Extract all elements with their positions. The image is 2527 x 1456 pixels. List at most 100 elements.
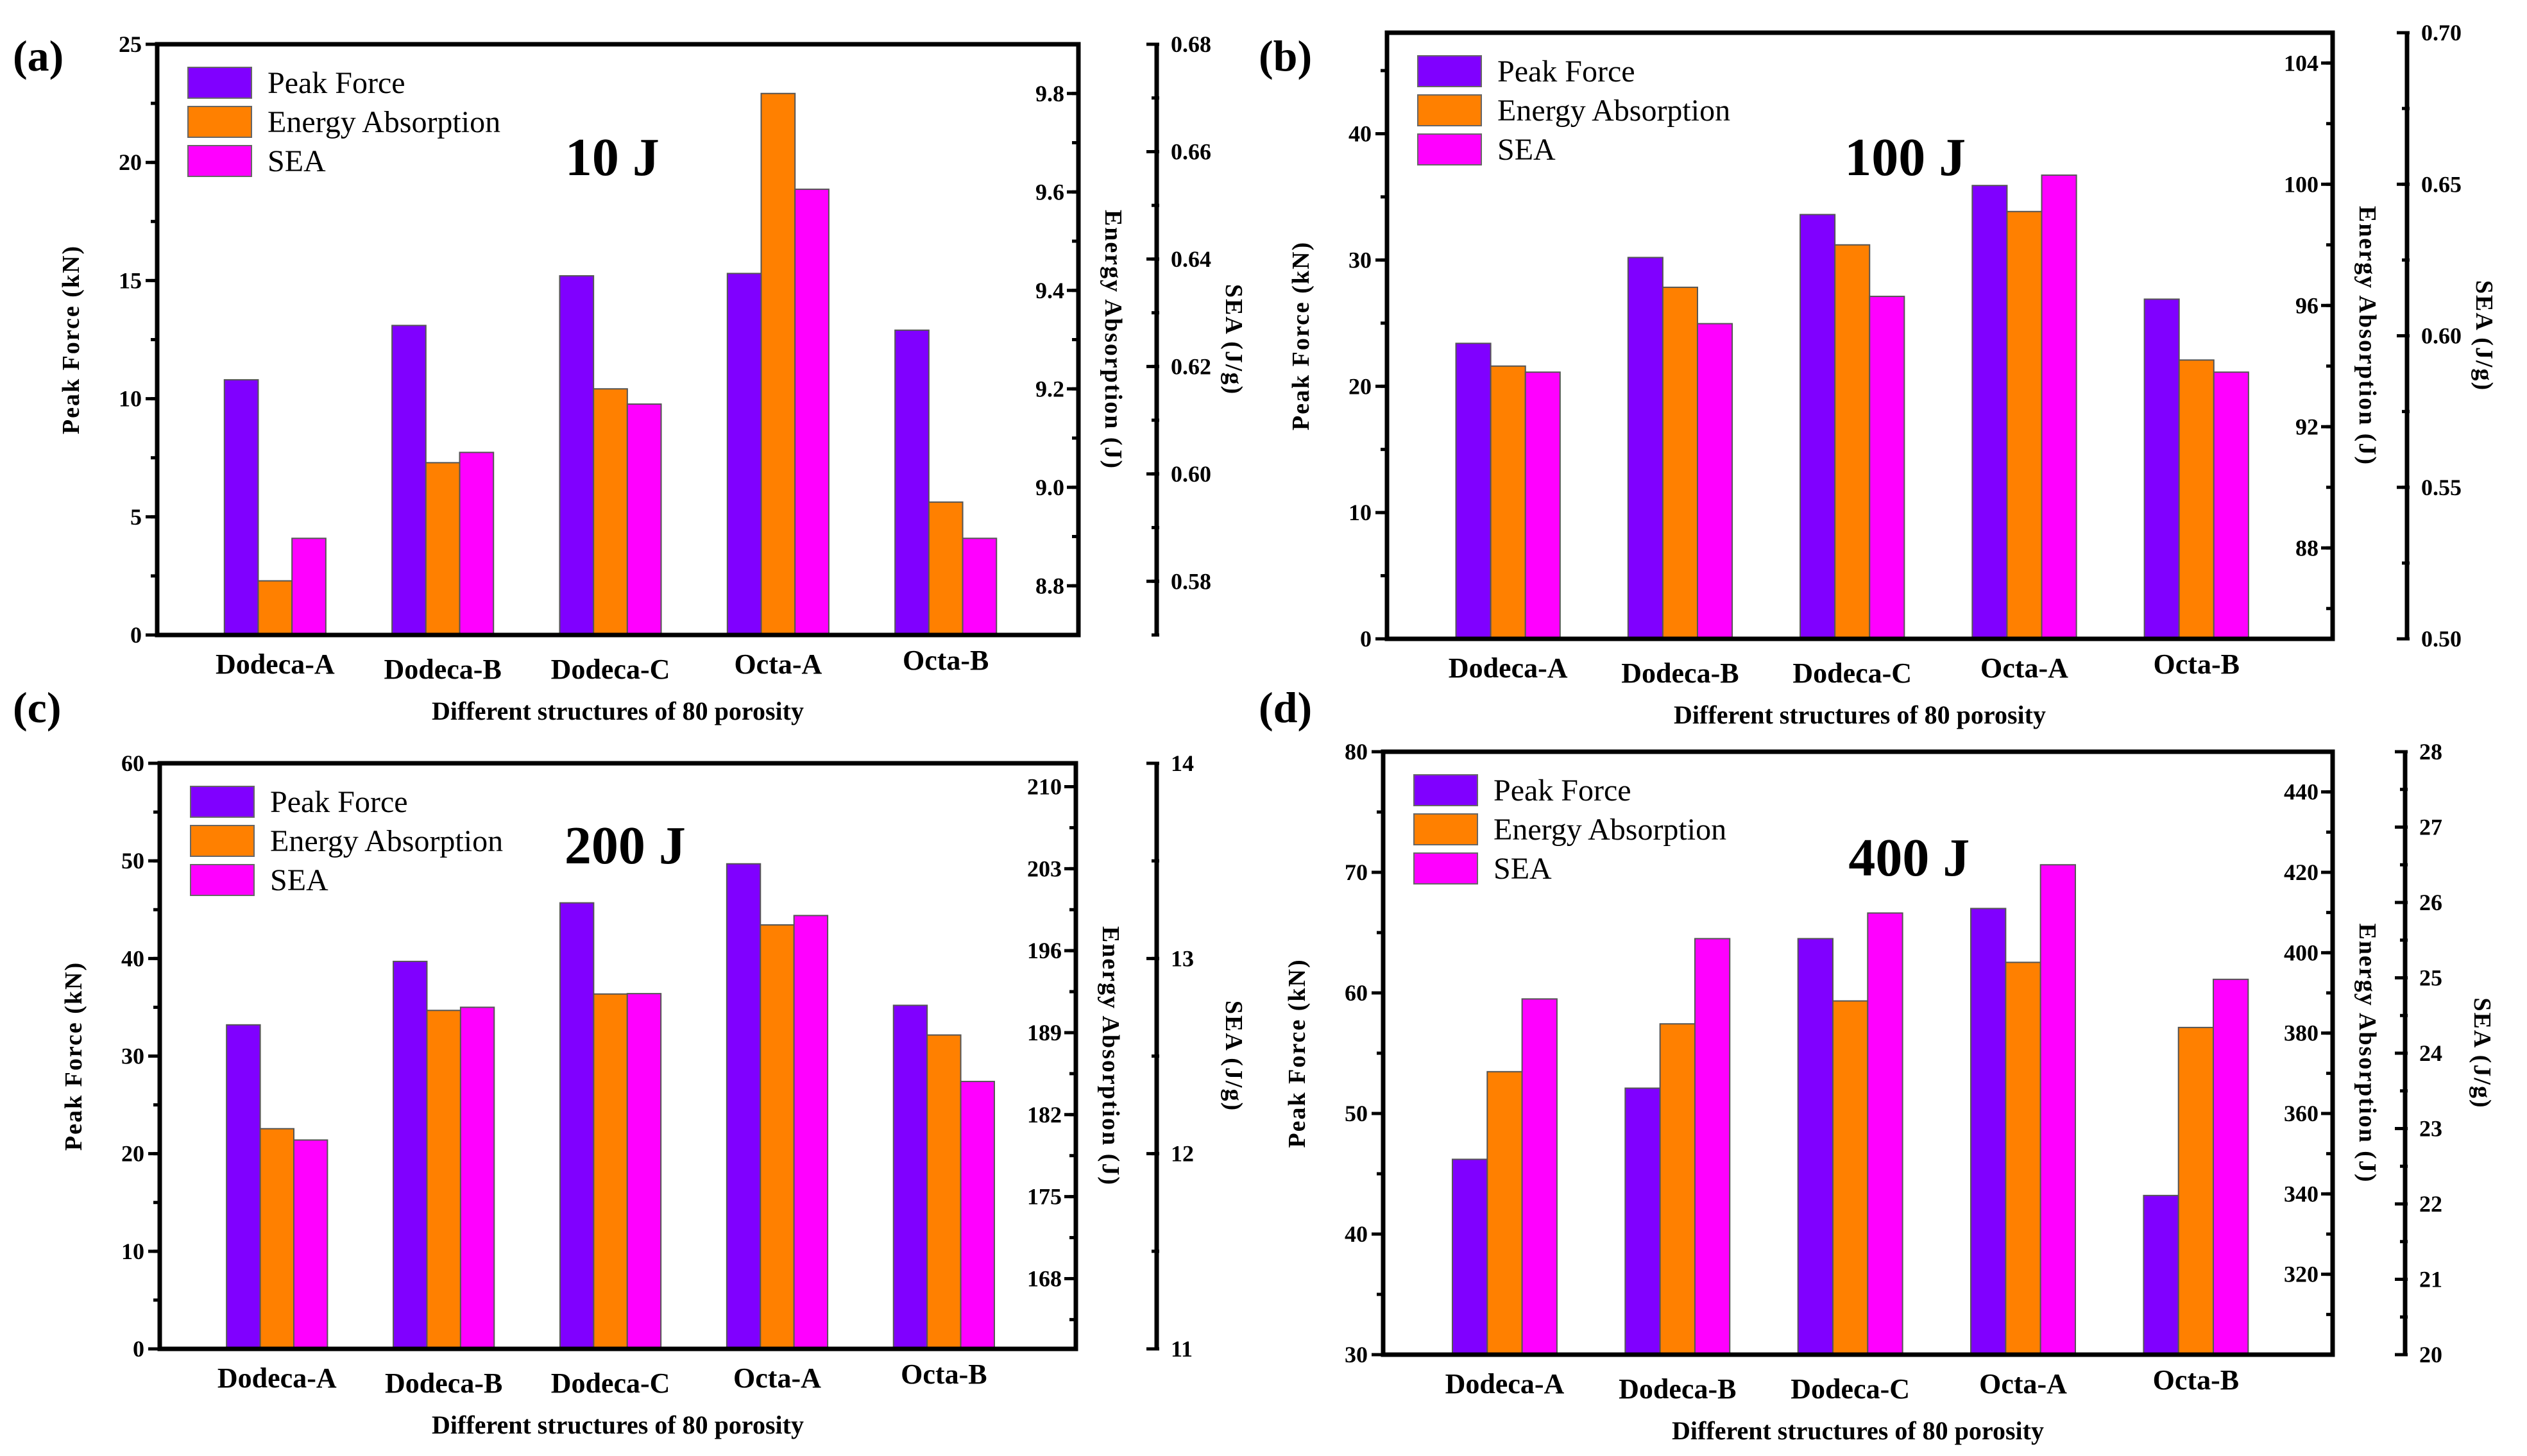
category-label: Octa-B — [2153, 1364, 2239, 1396]
left-axis-title: Peak Force (kN) — [1288, 241, 1315, 430]
bar-sea — [626, 993, 662, 1350]
legend-label: Peak Force — [270, 785, 408, 819]
bar-sea — [1869, 296, 1905, 639]
bar-energy-absorption — [2178, 359, 2215, 639]
sea-axis-tick-label: 27 — [2419, 815, 2442, 840]
energy-axis-title: Energy Absorption (J) — [1100, 210, 1127, 470]
left-axis-title: Peak Force (kN) — [60, 961, 87, 1151]
sea-axis-tick-label: 0.70 — [2421, 20, 2462, 46]
bar-energy-absorption — [1662, 286, 1698, 639]
energy-axis-tick-label: 9.8 — [1035, 81, 1064, 106]
bar-energy-absorption — [760, 92, 796, 636]
category-label: Dodeca-B — [384, 654, 502, 685]
category-label: Octa-A — [734, 648, 822, 680]
bar-sea — [459, 452, 495, 636]
energy-axis-tick-label: 8.8 — [1035, 573, 1064, 598]
energy-axis-tick-label: 175 — [1027, 1184, 1062, 1210]
category-label: Dodeca-A — [1445, 1368, 1565, 1400]
bar-peak-force — [1971, 185, 2008, 639]
sea-axis-tick-label: 22 — [2419, 1191, 2442, 1217]
bar-energy-absorption — [593, 388, 628, 636]
category-label: Octa-A — [1979, 1368, 2067, 1400]
legend-swatch-sea — [1417, 133, 1482, 165]
sea-axis-title: SEA (J/g) — [1220, 284, 1247, 395]
bar-sea — [291, 538, 327, 636]
legend-swatch-sea — [190, 864, 255, 896]
left-axis-tick-label: 70 — [1345, 859, 1368, 885]
legend-swatch-peak-force — [187, 67, 252, 99]
energy-axis-tick-label: 360 — [2284, 1101, 2319, 1126]
sea-axis-tick-label: 23 — [2419, 1116, 2442, 1142]
bar-energy-absorption — [1486, 1071, 1523, 1355]
sea-axis-tick-label: 0.68 — [1171, 31, 1211, 57]
left-axis-tick-label: 10 — [1349, 500, 1372, 525]
energy-axis-tick-label: 196 — [1027, 938, 1062, 963]
bar-sea — [1696, 323, 1733, 639]
category-label: Dodeca-B — [1621, 657, 1739, 689]
bar-sea — [1867, 912, 1903, 1355]
chart-panel-a: 0 5 10 15 20 25 Peak Force (kN) 8.8 9.0 9.2 9.4 9.6… — [13, 31, 1247, 725]
bar-sea — [962, 538, 998, 636]
sea-axis-tick-label: 11 — [1171, 1336, 1193, 1362]
legend-label: Energy Absorption — [1493, 813, 1726, 847]
bar-sea — [626, 403, 662, 636]
bar-sea — [794, 189, 830, 636]
energy-axis-tick-label: 100 — [2284, 171, 2319, 197]
bar-peak-force — [1455, 343, 1492, 639]
bar-sea — [2041, 174, 2077, 639]
panel-label: (b) — [1259, 31, 1312, 80]
bar-sea — [2213, 978, 2249, 1355]
legend-label: Energy Absorption — [268, 105, 500, 139]
left-axis-tick-label: 20 — [121, 1141, 144, 1167]
category-label: Octa-A — [1980, 652, 2068, 684]
bar-peak-force — [223, 379, 259, 636]
category-label: Dodeca-C — [1792, 657, 1912, 689]
sea-axis-tick-label: 25 — [2419, 965, 2442, 991]
legend-swatch-sea — [187, 145, 252, 177]
sea-axis-tick-label: 0.55 — [2421, 475, 2462, 500]
panel-label: (a) — [13, 31, 64, 80]
sea-axis-tick-label: 0.65 — [2421, 171, 2462, 197]
plot-frame — [1384, 30, 2335, 641]
sea-axis-tick-label: 14 — [1171, 750, 1194, 776]
category-label: Octa-B — [2154, 648, 2240, 680]
legend-label: Peak Force — [1493, 774, 1631, 808]
legend-label: SEA — [1493, 852, 1552, 886]
left-axis-tick-label: 60 — [1345, 980, 1368, 1006]
legend-swatch-energy-absorption — [1413, 813, 1478, 845]
sea-axis-tick-label: 0.50 — [2421, 626, 2462, 652]
left-axis-title: Peak Force (kN) — [58, 245, 85, 434]
category-label: Dodeca-A — [216, 648, 335, 680]
legend-label: Energy Absorption — [270, 824, 503, 858]
bar-sea — [1521, 998, 1558, 1355]
bar-peak-force — [726, 273, 762, 636]
left-axis-tick-label: 0 — [133, 1336, 144, 1362]
energy-axis-tick-label: 9.2 — [1035, 376, 1064, 402]
left-axis-tick-label: 10 — [119, 386, 142, 412]
bar-peak-force — [559, 275, 595, 636]
category-label: Octa-B — [903, 645, 989, 676]
energy-axis-tick-label: 96 — [2295, 292, 2319, 318]
bar-energy-absorption — [2006, 210, 2043, 639]
chart-panel-c: 0 10 20 30 40 50 60 Peak Force (kN) 168 175 182 189… — [13, 683, 1247, 1439]
category-label: Octa-A — [733, 1362, 821, 1394]
bar-sea — [960, 1081, 995, 1350]
impact-energy-label: 10 J — [565, 128, 659, 187]
bar-energy-absorption — [425, 462, 461, 636]
bar-sea — [1694, 938, 1731, 1355]
sea-axis-tick-label: 0.58 — [1171, 568, 1211, 594]
energy-axis-tick-label: 440 — [2284, 779, 2319, 805]
left-axis-tick-label: 20 — [119, 149, 142, 175]
sea-axis-tick-label: 28 — [2419, 739, 2442, 765]
legend-label: Peak Force — [268, 66, 405, 100]
category-label: Octa-B — [901, 1359, 987, 1390]
category-label: Dodeca-B — [385, 1367, 502, 1399]
left-axis-tick-label: 10 — [121, 1239, 144, 1264]
x-axis-title: Different structures of 80 porosity — [1674, 700, 2046, 729]
left-axis-tick-label: 5 — [130, 504, 142, 530]
sea-axis-tick-label: 0.66 — [1171, 139, 1211, 164]
energy-axis-tick-label: 9.4 — [1035, 278, 1064, 303]
bar-energy-absorption — [1490, 365, 1526, 639]
legend-label: Peak Force — [1497, 55, 1635, 89]
bar-energy-absorption — [1832, 1000, 1869, 1355]
